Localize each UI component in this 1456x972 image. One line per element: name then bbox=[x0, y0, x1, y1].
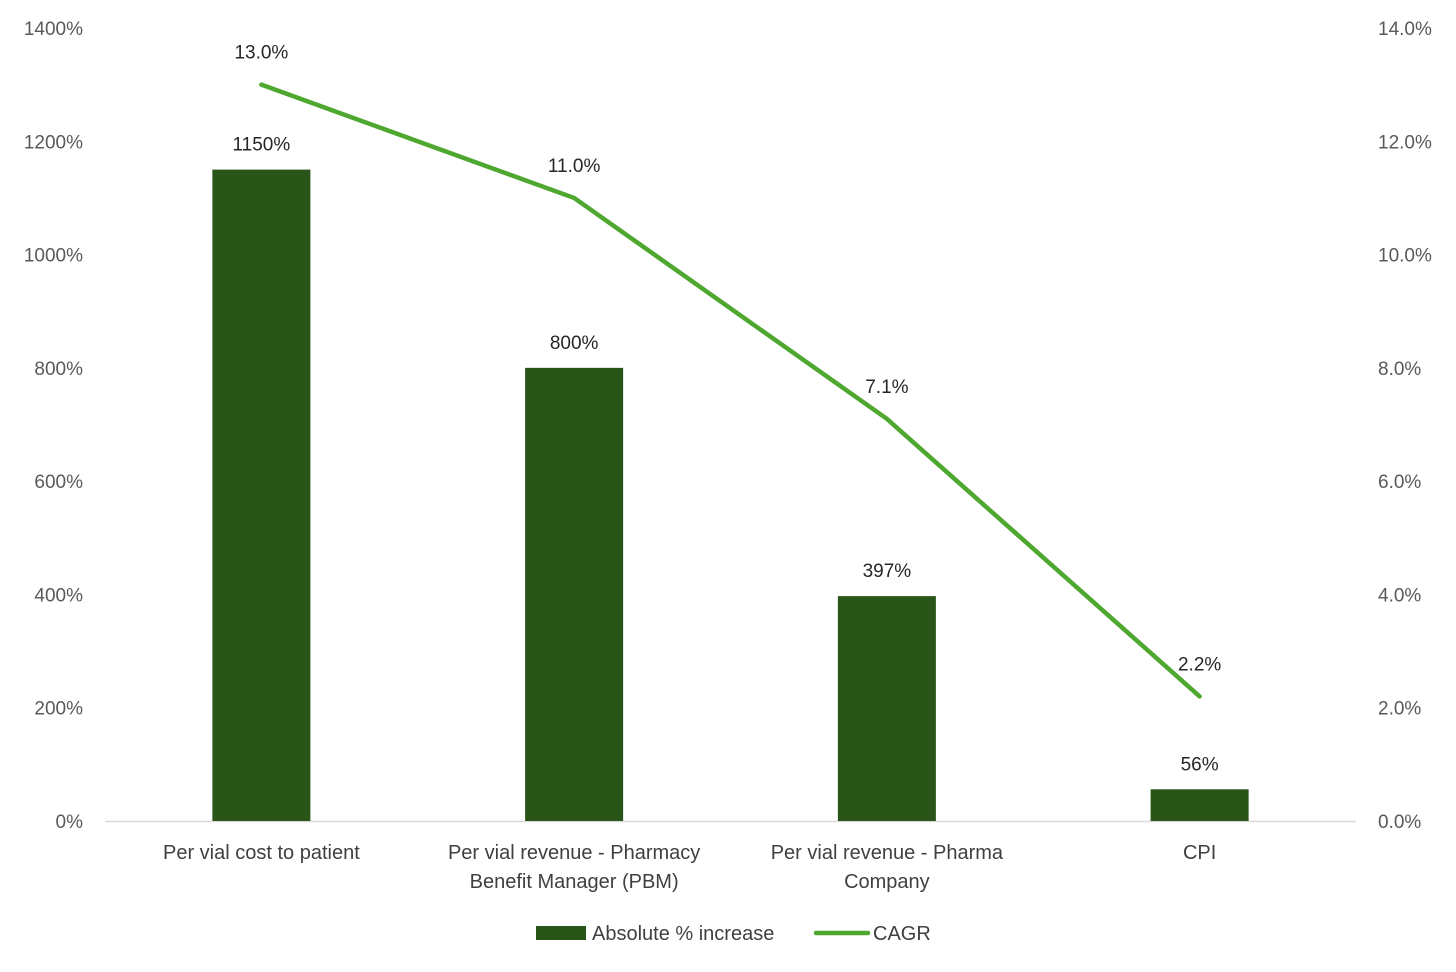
bar-data-labels: 1150% 800% 397% 56% bbox=[232, 135, 1218, 776]
category-label: Per vial revenue - Pharma bbox=[771, 842, 1004, 864]
legend-bar-label: Absolute % increase bbox=[592, 923, 774, 945]
bar bbox=[212, 169, 311, 821]
right-tick-label: 2.0% bbox=[1378, 699, 1421, 720]
left-tick-label: 1400% bbox=[24, 19, 83, 40]
bar bbox=[1150, 789, 1249, 821]
category-label: CPI bbox=[1183, 842, 1216, 864]
legend-bar-swatch bbox=[536, 926, 586, 940]
right-axis-ticks: 0.0% 2.0% 4.0% 6.0% 8.0% 10.0% 12.0% 14.0% bbox=[1378, 19, 1432, 833]
left-tick-label: 1000% bbox=[24, 246, 83, 267]
line-data-label: 7.1% bbox=[865, 377, 908, 398]
left-tick-label: 200% bbox=[34, 699, 83, 720]
left-tick-label: 600% bbox=[34, 472, 83, 493]
right-tick-label: 14.0% bbox=[1378, 19, 1432, 40]
category-labels: Per vial cost to patient Per vial revenue… bbox=[163, 842, 1216, 893]
right-tick-label: 0.0% bbox=[1378, 812, 1421, 833]
category-label: Per vial cost to patient bbox=[163, 842, 360, 864]
bar bbox=[837, 596, 936, 821]
bar bbox=[525, 367, 624, 821]
bar-data-label: 1150% bbox=[232, 135, 290, 156]
right-tick-label: 8.0% bbox=[1378, 359, 1421, 380]
legend: Absolute % increase CAGR bbox=[536, 923, 931, 945]
category-label: Company bbox=[844, 871, 930, 893]
right-tick-label: 10.0% bbox=[1378, 246, 1432, 267]
line-data-label: 13.0% bbox=[234, 43, 288, 64]
line-data-label: 2.2% bbox=[1178, 654, 1221, 675]
bar-series bbox=[212, 169, 1249, 821]
line-data-labels: 13.0% 11.0% 7.1% 2.2% bbox=[234, 43, 1221, 676]
right-tick-label: 12.0% bbox=[1378, 132, 1432, 153]
left-tick-label: 1200% bbox=[24, 132, 83, 153]
bar-data-label: 56% bbox=[1181, 754, 1219, 775]
left-tick-label: 0% bbox=[56, 812, 84, 833]
right-tick-label: 6.0% bbox=[1378, 472, 1421, 493]
cagr-line bbox=[259, 82, 1202, 699]
left-axis-ticks: 0% 200% 400% 600% 800% 1000% 1200% 1400% bbox=[24, 19, 83, 833]
left-tick-label: 800% bbox=[34, 359, 83, 380]
category-label: Benefit Manager (PBM) bbox=[470, 871, 679, 893]
right-tick-label: 4.0% bbox=[1378, 585, 1421, 606]
bar-data-label: 800% bbox=[550, 333, 599, 354]
line-data-label: 11.0% bbox=[548, 156, 601, 177]
category-label: Per vial revenue - Pharmacy bbox=[448, 842, 700, 864]
bar-data-label: 397% bbox=[863, 561, 912, 582]
legend-line-label: CAGR bbox=[873, 923, 931, 945]
left-tick-label: 400% bbox=[34, 585, 83, 606]
line-series bbox=[259, 82, 1202, 699]
